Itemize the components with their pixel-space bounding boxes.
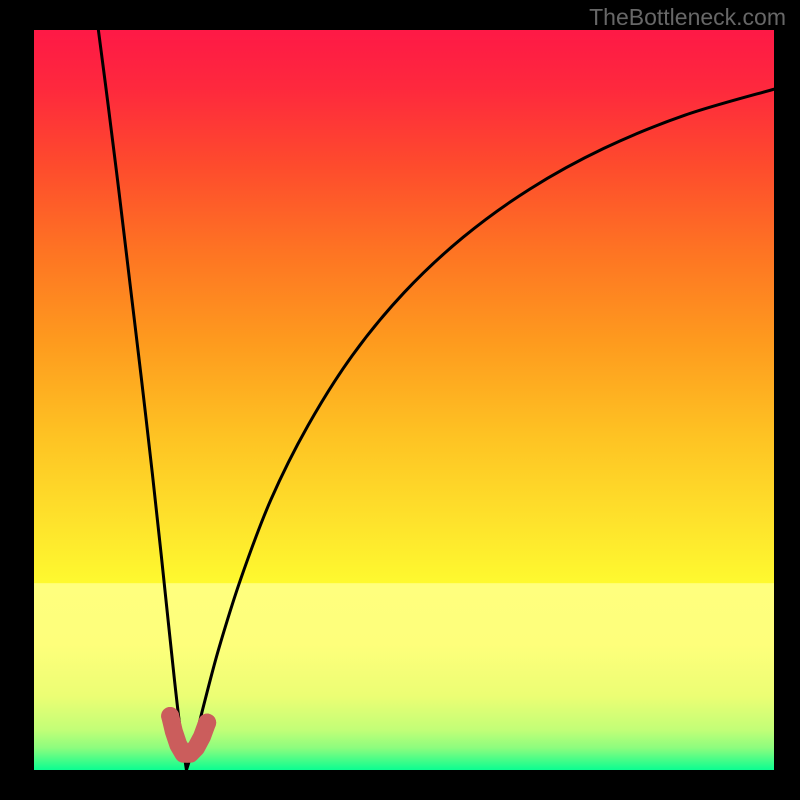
min-marker-dot-right [198,714,216,732]
plot-area [34,30,774,770]
min-marker-dot-left [161,707,179,725]
plot-svg [34,30,774,770]
watermark-text: TheBottleneck.com [589,4,786,31]
